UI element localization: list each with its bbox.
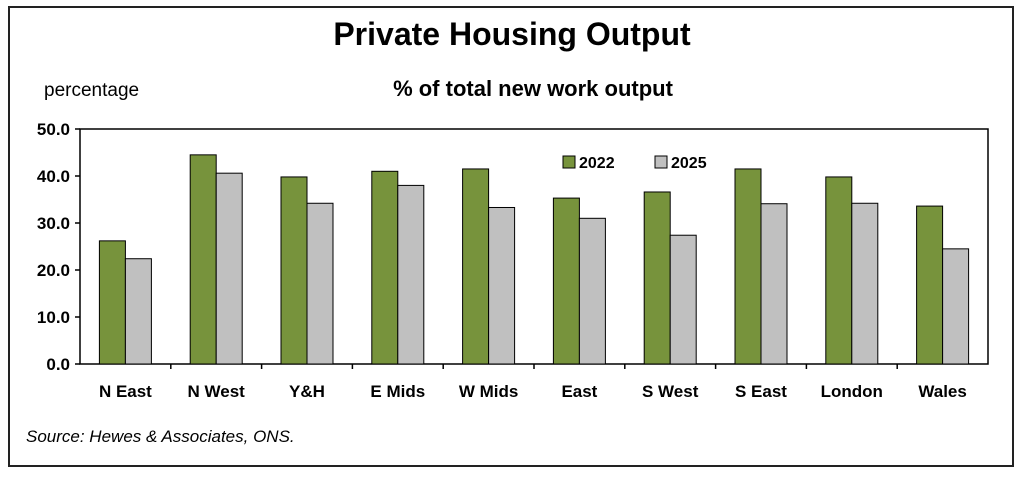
bar-2022 [916, 205, 944, 365]
chart-title: Private Housing Output [333, 16, 691, 52]
x-tick-label: N West [188, 382, 246, 401]
bar-2025 [942, 248, 970, 365]
bar-2025 [124, 258, 152, 365]
bar-2025 [397, 184, 425, 365]
y-tick-label: 20.0 [37, 261, 70, 280]
bar-2022 [189, 154, 217, 365]
x-tick-label: S West [642, 382, 699, 401]
legend-label: 2022 [579, 155, 615, 172]
y-tick-label: 50.0 [37, 120, 70, 139]
x-tick-label: E Mids [370, 382, 425, 401]
y-tick-label: 0.0 [46, 355, 70, 374]
bar-2022 [371, 170, 399, 365]
x-tick-label: N East [99, 382, 152, 401]
y-tick-label: 40.0 [37, 167, 70, 186]
bar-2022 [462, 168, 490, 365]
y-tick-label: 10.0 [37, 308, 70, 327]
y-tick-label: 30.0 [37, 214, 70, 233]
chart-subtitle: % of total new work output [393, 76, 673, 101]
bar-2022 [280, 176, 308, 365]
x-tick-label: London [821, 382, 883, 401]
x-tick-label: Y&H [289, 382, 325, 401]
bar-2025 [578, 217, 606, 365]
bar-2025 [488, 206, 516, 365]
bar-2022 [825, 176, 853, 365]
legend-label: 2025 [671, 155, 707, 172]
bar-2025 [669, 234, 697, 365]
bar-2025 [306, 202, 334, 365]
x-tick-label: W Mids [459, 382, 519, 401]
bar-2025 [215, 172, 243, 365]
x-tick-label: Wales [918, 382, 967, 401]
legend-swatch-2022 [562, 155, 576, 169]
bar-2022 [552, 197, 580, 365]
bar-2025 [851, 202, 879, 365]
source-note: Source: Hewes & Associates, ONS. [26, 427, 295, 446]
x-tick-label: East [561, 382, 597, 401]
bar-2022 [98, 240, 126, 365]
bar-2025 [760, 203, 788, 365]
y-axis-label: percentage [44, 80, 140, 101]
legend-swatch-2025 [654, 155, 668, 169]
bar-2022 [734, 168, 762, 365]
bar-2022 [643, 191, 671, 365]
x-tick-label: S East [735, 382, 787, 401]
